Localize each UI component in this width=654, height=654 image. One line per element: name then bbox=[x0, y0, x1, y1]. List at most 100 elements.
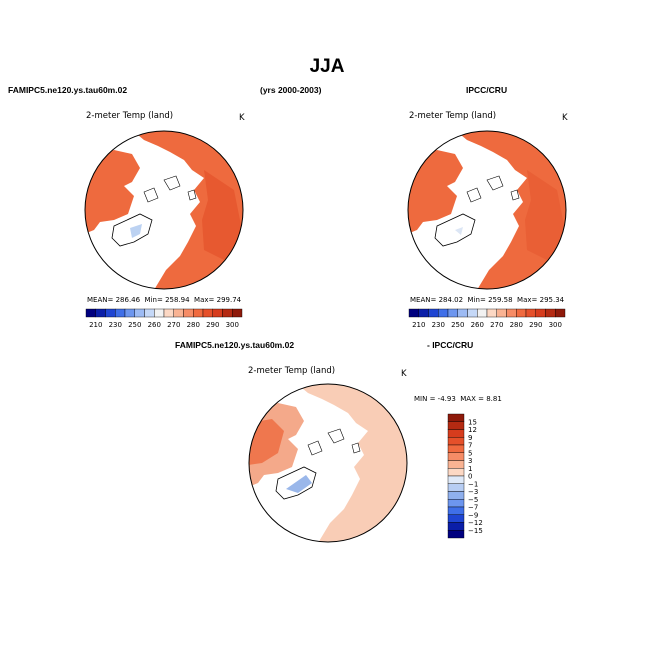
colorbar-box bbox=[428, 308, 439, 318]
colorbar-box bbox=[447, 413, 465, 422]
obs-colorbar: 210 230 250 260 270 280 290 300 bbox=[408, 308, 566, 329]
colorbar-tick-label: −7 bbox=[468, 504, 478, 512]
colorbar-tick-label: 300 bbox=[549, 321, 562, 329]
colorbar-tick-label: 230 bbox=[432, 321, 445, 329]
colorbar-tick-label: 270 bbox=[167, 321, 180, 329]
colorbar-box bbox=[134, 308, 145, 318]
obs-max-label: Max= bbox=[517, 296, 538, 304]
colorbar-tick-label: 12 bbox=[468, 426, 477, 434]
colorbar-tick-label: 260 bbox=[471, 321, 484, 329]
colorbar-tick-label: 15 bbox=[468, 418, 477, 426]
colorbar-box bbox=[105, 308, 116, 318]
siberia-tone bbox=[525, 170, 566, 260]
colorbar-tick-label: 280 bbox=[187, 321, 200, 329]
obs-panel-variable: 2-meter Temp (land) bbox=[409, 111, 497, 121]
colorbar-box bbox=[447, 452, 465, 461]
colorbar-tick-label: 290 bbox=[206, 321, 219, 329]
colorbar-box bbox=[408, 308, 419, 318]
colorbar-tick-label: 210 bbox=[89, 321, 102, 329]
colorbar-tick-label: 5 bbox=[468, 449, 472, 457]
colorbar-box bbox=[202, 308, 213, 318]
colorbar-tick-label: 210 bbox=[412, 321, 425, 329]
arctic-islands bbox=[143, 175, 197, 203]
model-min-value: 258.94 bbox=[165, 296, 190, 304]
diff-panel-variable: 2-meter Temp (land) bbox=[248, 366, 336, 376]
colorbar-box bbox=[183, 308, 194, 318]
colorbar-tick-label: −9 bbox=[468, 511, 478, 519]
model-max-value: 299.74 bbox=[216, 296, 242, 304]
colorbar-tick-label: −12 bbox=[468, 519, 483, 527]
colorbar-tick-label: 9 bbox=[468, 434, 472, 442]
colorbar-box bbox=[447, 308, 458, 318]
colorbar-tick-label: 250 bbox=[451, 321, 464, 329]
diff-max-label: MAX = bbox=[460, 395, 484, 403]
colorbar-box bbox=[154, 308, 165, 318]
colorbar-box bbox=[447, 483, 465, 492]
colorbar-box bbox=[222, 308, 233, 318]
greenland-ice-core bbox=[455, 227, 463, 235]
colorbar-box bbox=[212, 308, 223, 318]
colorbar-box bbox=[447, 468, 465, 477]
colorbar-box bbox=[95, 308, 106, 318]
colorbar-box bbox=[447, 491, 465, 500]
model-mean-value: 286.46 bbox=[115, 296, 141, 304]
colorbar-box bbox=[516, 308, 527, 318]
colorbar-tick-label: −15 bbox=[468, 527, 483, 535]
colorbar-box bbox=[555, 308, 566, 318]
diff-model-label: FAMIPC5.ne120.ys.tau60m.02 bbox=[175, 340, 295, 350]
colorbar-box bbox=[418, 308, 429, 318]
colorbar-tick-label: 7 bbox=[468, 442, 472, 450]
alaska-warm-anomaly bbox=[249, 419, 284, 465]
colorbar-box bbox=[447, 421, 465, 430]
arctic-islands bbox=[307, 428, 361, 456]
colorbar-box bbox=[467, 308, 478, 318]
colorbar-box bbox=[447, 460, 465, 469]
north-america-land bbox=[85, 150, 140, 234]
colorbar-tick-label: 250 bbox=[128, 321, 141, 329]
arctic-islands bbox=[466, 175, 520, 203]
colorbar-box bbox=[115, 308, 126, 318]
colorbar-box bbox=[124, 308, 135, 318]
colorbar-tick-label: −1 bbox=[468, 480, 478, 488]
obs-mean-label: MEAN= bbox=[410, 296, 437, 304]
colorbar-box bbox=[163, 308, 174, 318]
colorbar-tick-label: 260 bbox=[148, 321, 161, 329]
colorbar-box bbox=[535, 308, 546, 318]
colorbar-box bbox=[457, 308, 468, 318]
diff-stats: MIN = -4.93 MAX = 8.81 bbox=[414, 395, 502, 403]
obs-polar-map bbox=[407, 130, 567, 290]
colorbar-box bbox=[447, 437, 465, 446]
colorbar-tick-label: 3 bbox=[468, 457, 472, 465]
obs-case-label: IPCC/CRU bbox=[466, 85, 508, 95]
colorbar-box bbox=[85, 308, 96, 318]
colorbar-box bbox=[173, 308, 184, 318]
model-panel-variable: 2-meter Temp (land) bbox=[86, 111, 174, 121]
colorbar-tick-label: −3 bbox=[468, 488, 478, 496]
greenland-cold-anomaly bbox=[286, 475, 312, 493]
colorbar-tick-label: 270 bbox=[490, 321, 503, 329]
colorbar-box bbox=[447, 514, 465, 523]
obs-stats: MEAN= 284.02 Min= 259.58 Max= 295.34 bbox=[410, 296, 564, 304]
colorbar-box bbox=[447, 475, 465, 484]
colorbar-box bbox=[447, 522, 465, 531]
model-stats: MEAN= 286.46 Min= 258.94 Max= 299.74 bbox=[87, 296, 241, 304]
colorbar-tick-label: 290 bbox=[529, 321, 542, 329]
colorbar-box bbox=[438, 308, 449, 318]
obs-mean-value: 284.02 bbox=[438, 296, 464, 304]
model-colorbar: 210 230 250 260 270 280 290 300 bbox=[85, 308, 243, 329]
years-label: (yrs 2000-2003) bbox=[260, 85, 322, 95]
colorbar-box bbox=[232, 308, 243, 318]
greenland-ice-core bbox=[130, 224, 142, 238]
model-case-label: FAMIPC5.ne120.ys.tau60m.02 bbox=[8, 85, 128, 95]
colorbar-box bbox=[144, 308, 155, 318]
colorbar-tick-label: 230 bbox=[109, 321, 122, 329]
colorbar-box bbox=[496, 308, 507, 318]
obs-min-value: 259.58 bbox=[488, 296, 513, 304]
diff-obs-label: - IPCC/CRU bbox=[427, 340, 474, 350]
north-america-land bbox=[408, 150, 463, 234]
plot-title: JJA bbox=[309, 56, 345, 77]
colorbar-tick-label: 0 bbox=[468, 473, 472, 481]
obs-panel-units: K bbox=[562, 113, 568, 123]
eurasia-land bbox=[296, 384, 407, 542]
